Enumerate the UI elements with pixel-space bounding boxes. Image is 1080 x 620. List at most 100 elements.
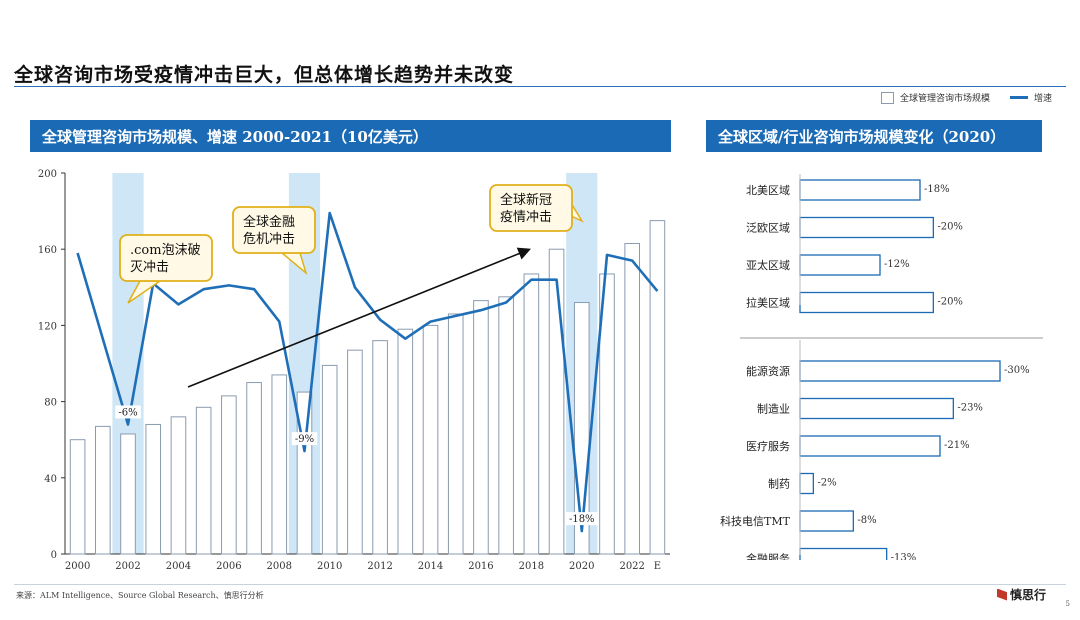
left-chart-banner: 全球管理咨询市场规模、增速 2000-2021（10亿美元） xyxy=(30,120,671,152)
category-label: 医疗服务 xyxy=(746,439,790,453)
region-industry-chart: 北美区域 -18% 泛欧区域 -20% 亚太区域 -12% 拉美区域 -20% 能源资源 -30%… xyxy=(720,174,1043,561)
legend-bar-label: 全球管理咨询市场规模 xyxy=(899,94,990,104)
category-label: 泛欧区域 xyxy=(746,222,790,235)
dip-label-text: -6% xyxy=(118,407,137,418)
brand-name: 慎思行 xyxy=(1009,588,1046,602)
x-tick-label: 2014 xyxy=(418,561,443,572)
category-label: 北美区域 xyxy=(746,184,790,197)
y-tick-label: 120 xyxy=(38,321,57,332)
value-label: -12% xyxy=(884,259,910,270)
value-label: -20% xyxy=(937,297,963,308)
x-tick-label: 2012 xyxy=(367,561,392,572)
bar xyxy=(95,425,111,555)
hbar xyxy=(799,397,954,420)
callout-text: 全球新冠 xyxy=(500,192,552,208)
category-label: 亚太区域 xyxy=(746,259,790,272)
dip-label: -6% xyxy=(115,405,141,419)
x-tick-label: 2008 xyxy=(267,561,292,572)
dip-label: -9% xyxy=(291,432,318,446)
hbar xyxy=(799,472,814,495)
x-tick-label: 2020 xyxy=(569,561,594,572)
trend-arrow xyxy=(187,247,531,388)
bar xyxy=(120,433,136,555)
dip-label-bg xyxy=(291,432,318,446)
x-tick-label: 2022 xyxy=(619,561,644,572)
legend: 全球管理咨询市场规模 增速 xyxy=(880,91,1052,104)
title-divider xyxy=(14,86,1066,87)
value-label: -30% xyxy=(1004,365,1030,376)
bar xyxy=(321,364,338,555)
x-tick-label: 2004 xyxy=(166,561,191,572)
callout-text: 全球金融 xyxy=(243,214,295,230)
legend-line-label: 增速 xyxy=(1033,94,1052,104)
y-tick-label: 0 xyxy=(51,550,57,561)
bar xyxy=(649,220,666,555)
category-label: 拉美区域 xyxy=(746,296,790,310)
callout-text: 灭冲击 xyxy=(130,260,169,275)
category-label: 制造业 xyxy=(757,402,790,416)
bar xyxy=(548,248,565,555)
growth-line xyxy=(76,211,659,533)
bar xyxy=(195,406,212,555)
hbar xyxy=(799,360,1001,382)
x-tick-label: 2016 xyxy=(468,561,493,572)
bar xyxy=(447,313,464,555)
x-tick-label: 2002 xyxy=(115,561,140,572)
bar xyxy=(599,273,615,555)
dip-label-text: -9% xyxy=(295,434,314,445)
callout-text: 危机冲击 xyxy=(243,232,295,247)
brand-logo: 慎思行 xyxy=(996,586,1046,603)
brand-mark-icon xyxy=(996,588,1007,601)
bar xyxy=(271,374,288,555)
hbar xyxy=(799,510,854,532)
dip-label-text: -18% xyxy=(569,514,595,525)
market-size-chart: 0 40 80 120 160 200 2000 2002 2004 2006 2008 2010 20… xyxy=(38,169,670,572)
callout-box xyxy=(119,234,213,282)
callout-box xyxy=(232,206,316,254)
bar xyxy=(422,324,439,555)
legend-bar-swatch xyxy=(880,91,894,104)
bar xyxy=(372,340,388,555)
hbar xyxy=(799,216,934,239)
source-note: 来源：ALM Intelligence、Source Global Resear… xyxy=(16,591,264,600)
bar xyxy=(523,273,540,555)
bar xyxy=(170,416,187,555)
dip-label: -18% xyxy=(565,512,598,526)
dip-label-bg xyxy=(115,405,141,419)
bar xyxy=(473,300,489,555)
hbar xyxy=(799,254,881,276)
x-tick-label: E xyxy=(654,561,661,572)
page-title: 全球咨询市场受疫情冲击巨大，但总体增长趋势并未改变 xyxy=(14,64,515,86)
value-label: -13% xyxy=(891,553,917,561)
legend-line-swatch xyxy=(1009,96,1028,99)
hbar xyxy=(799,291,934,314)
value-label: -23% xyxy=(957,403,983,414)
hbar xyxy=(799,179,921,201)
right-chart-banner: 全球区域/行业咨询市场规模变化（2020） xyxy=(706,120,1042,152)
footer-divider xyxy=(14,584,1066,585)
category-label: 金融服务 xyxy=(746,552,790,561)
bar xyxy=(498,296,514,555)
bar xyxy=(397,328,414,555)
bar xyxy=(69,439,86,555)
bar xyxy=(296,391,313,555)
value-label: -20% xyxy=(937,222,963,233)
y-tick-label: 40 xyxy=(44,474,57,485)
callout-text: .com泡沫破 xyxy=(130,243,201,258)
y-tick-label: 160 xyxy=(38,245,57,256)
bar xyxy=(347,349,363,555)
x-tick-label: 2018 xyxy=(519,561,544,572)
hbar xyxy=(799,547,888,560)
hbar xyxy=(799,435,941,457)
dip-label-bg xyxy=(565,512,598,526)
category-label: 科技电信TMT xyxy=(720,514,791,528)
bar xyxy=(221,395,237,555)
category-label: 制药 xyxy=(768,478,790,491)
y-tick-label: 200 xyxy=(38,169,57,180)
x-tick-label: 2010 xyxy=(317,561,342,572)
category-label: 能源资源 xyxy=(746,364,790,378)
bar xyxy=(246,382,262,555)
